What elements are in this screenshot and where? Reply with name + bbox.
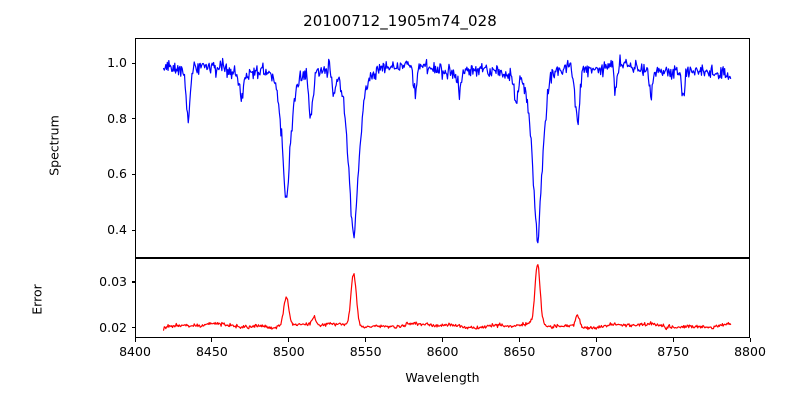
x-tick-label: 8650	[503, 344, 536, 359]
spectrum-line	[164, 55, 731, 243]
error-panel	[135, 258, 750, 338]
figure-title: 20100712_1905m74_028	[303, 12, 497, 30]
x-tick-mark	[288, 338, 290, 342]
y-tick-label-spectrum: 0.4	[107, 222, 127, 238]
x-tick-mark	[442, 338, 444, 342]
x-tick-mark	[365, 338, 367, 342]
x-tick-label: 8700	[580, 344, 613, 359]
spectrum-plot-area	[136, 39, 749, 257]
x-tick-label: 8400	[119, 344, 151, 359]
x-tick-label: 8600	[426, 344, 459, 359]
x-tick-label: 8800	[734, 344, 766, 359]
spectrum-panel	[135, 38, 750, 258]
error-plot-area	[136, 259, 749, 337]
y-tick-mark-spectrum	[131, 118, 135, 120]
x-tick-label: 8750	[657, 344, 690, 359]
x-tick-mark	[134, 338, 136, 342]
x-axis-label: Wavelength	[405, 370, 480, 385]
x-tick-label: 8500	[272, 344, 305, 359]
y-tick-label-spectrum: 0.8	[107, 110, 127, 126]
x-tick-mark	[595, 338, 597, 342]
error-line	[164, 265, 731, 331]
y-tick-mark-spectrum	[131, 62, 135, 64]
y-tick-mark-error	[131, 327, 135, 329]
y-tick-mark-spectrum	[131, 229, 135, 231]
y-tick-mark-spectrum	[131, 173, 135, 176]
y-tick-label-error: 0.02	[99, 319, 127, 335]
y-tick-label-spectrum: 0.6	[107, 166, 127, 182]
x-tick-mark	[672, 338, 674, 342]
x-tick-mark	[518, 338, 520, 342]
y-tick-label-error: 0.03	[99, 273, 127, 289]
spectrum-y-axis-label: Spectrum	[46, 115, 62, 176]
x-tick-label: 8550	[349, 344, 382, 359]
x-tick-mark	[211, 338, 213, 342]
x-tick-label: 8450	[195, 344, 228, 359]
y-tick-mark-error	[131, 281, 135, 283]
y-tick-label-spectrum: 1.0	[107, 55, 127, 71]
x-tick-mark	[749, 338, 751, 342]
error-y-axis-label: Error	[29, 284, 45, 315]
